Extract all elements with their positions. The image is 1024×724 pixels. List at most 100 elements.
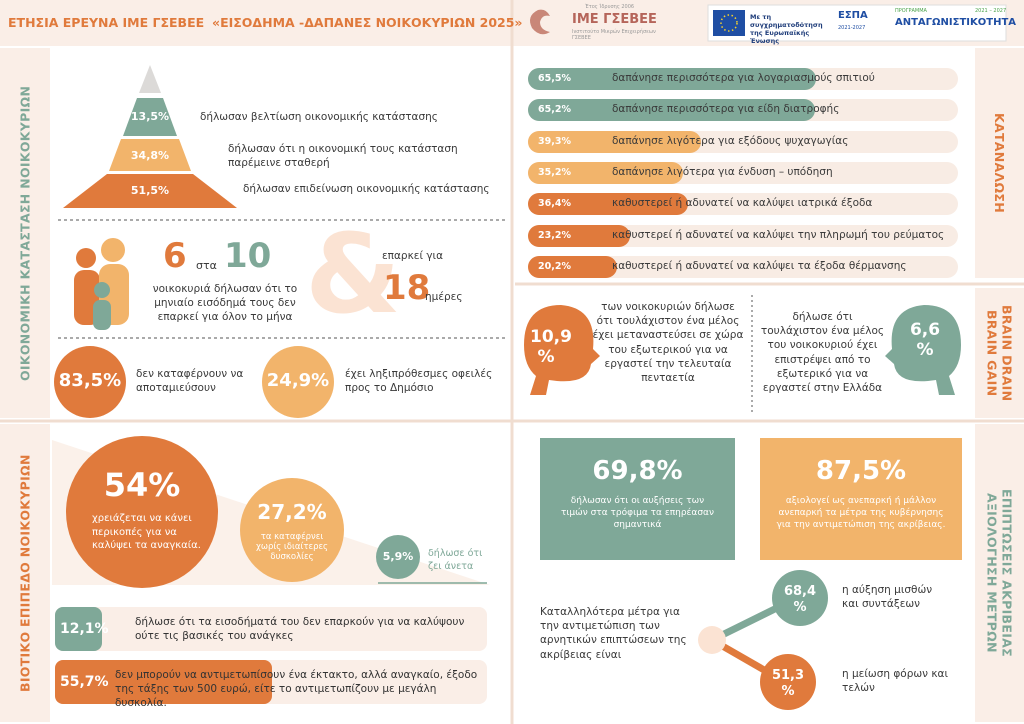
- logo-icon: [530, 9, 550, 35]
- side-label: ΕΠΙΠΤΩΣΕΙΣ ΑΚΡΙΒΕΙΑΣ: [999, 489, 1015, 657]
- head-value: 10,9 %: [530, 327, 572, 368]
- bar: [528, 130, 701, 153]
- option-value: 68,4 %: [783, 584, 817, 615]
- bar-track: [55, 607, 487, 651]
- bar: [528, 224, 631, 247]
- bar-label: 65,5%: [538, 73, 571, 84]
- bar: [528, 68, 817, 90]
- side-label: ΟΙΚΟΝΟΜΙΚΗ ΚΑΤΑΣΤΑΣΗ ΝΟΙΚΟΚΥΡΙΩΝ: [0, 48, 50, 418]
- side-label: ΒΙΟΤΙΚΟ ΕΠΙΠΕΔΟ ΝΟΙΚΟΚΥΡΙΩΝ: [0, 424, 50, 722]
- bar-label: 12,1%: [60, 621, 109, 637]
- bar-text: δήλωσε ότι τα εισοδήματά του δεν επαρκού…: [135, 616, 465, 643]
- pyramid-text: δήλωσαν ότι η οικονομική τους κατάσταση …: [228, 143, 458, 170]
- option-text: η αύξηση μισθών και συντάξεων: [842, 584, 933, 611]
- circle: [240, 478, 344, 582]
- side-label: BRAIN GAIN: [984, 309, 1000, 397]
- eu-flag: [713, 10, 745, 36]
- side-label: ΚΑΤΑΝΑΛΩΣΗ: [975, 48, 1024, 278]
- days-intro: επαρκεί για: [382, 250, 444, 262]
- program-label: ΠΡΟΓΡΑΜΜΑ: [895, 8, 927, 14]
- bar-text: καθυστερεί ή αδυνατεί να καλύψει ιατρικά…: [612, 197, 873, 210]
- program-name: ΑΝΤΑΓΩΝΙΣΤΙΚΟΤΗΤΑ: [895, 17, 1017, 28]
- box-text: δήλωσαν ότι οι αυξήσεις των τιμών στα τρ…: [560, 496, 715, 531]
- bar-label: 35,2%: [538, 166, 571, 178]
- side-label-box: ΕΠΙΠΤΩΣΕΙΣ ΑΚΡΙΒΕΙΑΣ ΑΞΙΟΛΟΓΗΣΗ ΜΕΤΡΩΝ: [975, 424, 1024, 722]
- days-unit: ημέρες: [425, 291, 463, 303]
- bar: [55, 607, 103, 651]
- circle-text: δεν καταφέρνουν να αποταμιεύσουν: [136, 368, 244, 395]
- bar-label: 55,7%: [60, 674, 109, 690]
- circle-text: τα καταφέρνει χωρίς ιδιαίτερες δυσκολίες: [255, 532, 329, 562]
- side-label: ΑΞΙΟΛΟΓΗΣΗ ΜΕΤΡΩΝ: [984, 493, 1000, 653]
- bar-text: δαπάνησε περισσότερα για είδη διατροφής: [612, 103, 840, 116]
- pyramid-value: 51,5%: [130, 184, 170, 197]
- bar-text: δαπάνησε περισσότερα για λογαριασμούς σπ…: [612, 72, 875, 84]
- circle-value: 83,5%: [58, 370, 122, 391]
- box: [540, 438, 735, 560]
- eu-box: [707, 4, 1007, 42]
- days: 18: [383, 268, 431, 308]
- box-value: 87,5%: [815, 456, 907, 486]
- family-icon: [101, 238, 125, 262]
- pyramid-band: [63, 174, 237, 208]
- bar-label: 65,2%: [538, 104, 571, 116]
- box: [760, 438, 962, 560]
- head-value: 6,6 %: [909, 320, 941, 361]
- ratio-word: στα: [196, 259, 217, 272]
- circle: [54, 346, 126, 418]
- program-years: 2021 – 2027: [975, 8, 1007, 14]
- family-icon: [94, 282, 110, 298]
- bar: [528, 193, 689, 216]
- circle: [376, 535, 420, 579]
- node: [760, 654, 816, 710]
- question: Καταλληλότερα μέτρα για την αντιμετώπιση…: [540, 606, 687, 661]
- bar-text: δαπάνησε λιγότερα για ένδυση – υπόδηση: [612, 165, 833, 178]
- pyramid-band: [123, 98, 177, 136]
- circle-value: 27,2%: [257, 500, 327, 524]
- head-text: των νοικοκυριών δήλωσε ότι τουλάχιστον έ…: [592, 301, 744, 384]
- node: [772, 570, 828, 626]
- circle-value: 24,9%: [266, 370, 330, 391]
- ratio-number: 10: [224, 236, 272, 276]
- espa: ΕΣΠΑ: [838, 10, 868, 21]
- header-title: ΕΤΗΣΙΑ ΕΡΕΥΝΑ ΙΜΕ ΓΣΕΒΕΕ: [8, 15, 205, 30]
- bar-label: 36,4%: [538, 198, 571, 210]
- ampersand: &: [305, 210, 401, 338]
- family-icon: [76, 248, 96, 268]
- side-label-box: BRAIN DRAIN BRAIN GAIN: [975, 288, 1024, 418]
- pyramid-top: [139, 65, 161, 93]
- option-value: 51,3 %: [771, 668, 805, 699]
- logo-name: ΙΜΕ ΓΣΕΒΕΕ: [572, 12, 657, 27]
- circle: [262, 346, 334, 418]
- pyramid-value: 34,8%: [130, 149, 170, 162]
- bar-label: 20,2%: [538, 260, 571, 272]
- ratio-number: 6: [163, 236, 187, 276]
- bar-label: 23,2%: [538, 229, 571, 241]
- pyramid-text: δήλωσαν επιδείνωση οικονομικής κατάσταση…: [243, 183, 490, 195]
- logo-caption: Ινστιτούτο Μικρών Επιχειρήσεων ΓΣΕΒΕΕ: [572, 29, 656, 41]
- circle-text: έχει ληξιπρόθεσμες οφειλές προς το Δημόσ…: [345, 368, 493, 395]
- bar-text: δαπάνησε λιγότερα για εξόδους ψυχαγωγίας: [612, 134, 849, 147]
- family-icon: [93, 300, 111, 330]
- circle-text: χρειάζεται να κάνει περικοπές για να καλ…: [92, 513, 201, 551]
- eu-stars: [720, 14, 738, 32]
- ratio-text: νοικοκυριά δήλωσαν ότι το μηνιαίο εισόδη…: [152, 283, 298, 324]
- bar: [528, 99, 815, 122]
- circle-text: δήλωσε ότι ζει άνετα: [428, 548, 483, 572]
- circle-value: 54%: [103, 466, 181, 504]
- option-text: η μείωση φόρων και τελών: [842, 668, 949, 695]
- head-icon: [524, 305, 600, 395]
- bar-track: [528, 224, 958, 247]
- head-text: δήλωσε ότι τουλάχιστον ένα μέλος του νοι…: [760, 311, 885, 394]
- eu-text: Με τη συγχρηματοδότηση της Ευρωπαϊκής Έν…: [750, 13, 823, 45]
- bar: [528, 161, 683, 184]
- bar: [528, 255, 617, 278]
- bar: [55, 660, 273, 704]
- logo-year: Έτος Ίδρυσης 2006: [585, 4, 635, 10]
- bar-text: καθυστερεί ή αδυνατεί να καλύψει την πλη…: [612, 228, 945, 241]
- pyramid-band: [109, 139, 191, 171]
- side-label: BRAIN DRAIN: [999, 304, 1015, 402]
- pyramid-value: 13,5%: [130, 110, 170, 123]
- box-text: αξιολογεί ως ανεπαρκή ή μάλλον ανεπαρκή …: [776, 496, 946, 531]
